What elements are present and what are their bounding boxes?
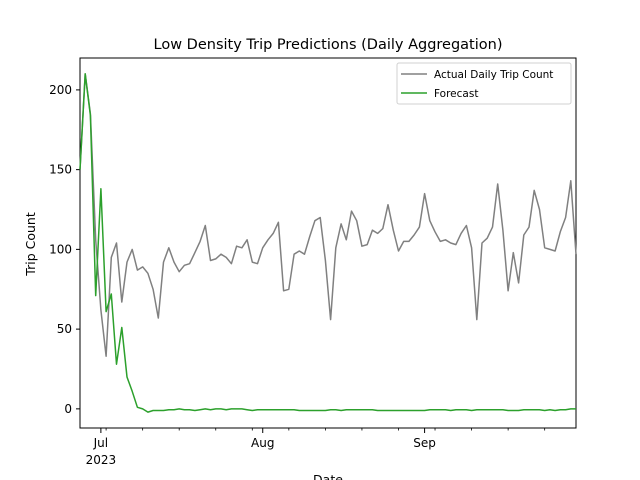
plot-frame bbox=[79, 57, 577, 429]
x-tick-sublabel: 2023 bbox=[86, 453, 117, 467]
y-tick-label: 200 bbox=[49, 83, 72, 97]
y-tick-label: 150 bbox=[49, 163, 72, 177]
y-tick-label: 0 bbox=[64, 402, 72, 416]
y-axis-label: Trip Count bbox=[23, 212, 38, 277]
legend-label: Forecast bbox=[434, 88, 478, 100]
x-tick-label: Jul bbox=[93, 436, 108, 450]
series-line-actual bbox=[79, 73, 577, 357]
x-tick-label: Aug bbox=[251, 436, 274, 450]
x-tick-label: Sep bbox=[413, 436, 436, 450]
plot-area bbox=[76, 57, 577, 433]
x-axis-label: Date bbox=[313, 472, 343, 480]
series-line-forecast bbox=[79, 73, 576, 413]
y-tick-label: 50 bbox=[57, 322, 72, 336]
y-tick-label: 100 bbox=[49, 242, 72, 256]
legend: Actual Daily Trip Count Forecast bbox=[396, 62, 572, 105]
legend-box bbox=[396, 62, 572, 105]
chart-title: Low Density Trip Predictions (Daily Aggr… bbox=[154, 37, 503, 53]
legend-label: Actual Daily Trip Count bbox=[434, 69, 553, 81]
